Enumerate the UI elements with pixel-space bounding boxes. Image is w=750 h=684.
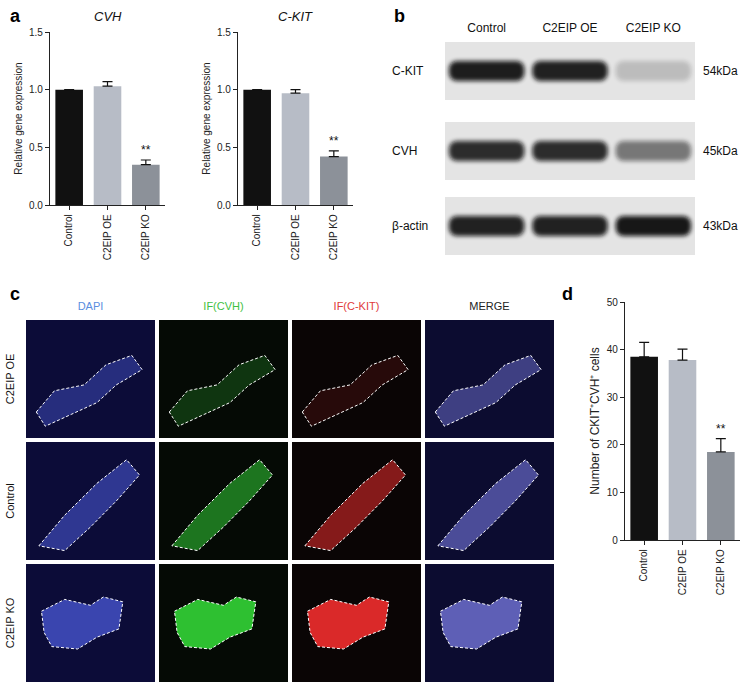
- svg-text:Relative gene expression: Relative gene expression: [201, 62, 212, 174]
- svg-text:0.5: 0.5: [217, 142, 231, 153]
- svg-text:CVH: CVH: [392, 144, 417, 158]
- svg-text:0.5: 0.5: [29, 142, 43, 153]
- svg-text:c: c: [10, 284, 20, 304]
- svg-text:C-KIT: C-KIT: [278, 9, 313, 24]
- svg-text:C2EIP OE: C2EIP OE: [102, 214, 113, 260]
- svg-text:10: 10: [607, 487, 619, 498]
- svg-text:MERGE: MERGE: [469, 300, 509, 312]
- svg-text:Control: Control: [4, 483, 16, 518]
- svg-text:1.0: 1.0: [217, 84, 231, 95]
- svg-text:Number of CKIT⁺CVH⁺ cells: Number of CKIT⁺CVH⁺ cells: [588, 347, 602, 494]
- svg-text:a: a: [10, 6, 21, 26]
- svg-text:50: 50: [607, 297, 619, 308]
- svg-text:C2EIP OE: C2EIP OE: [290, 214, 301, 260]
- svg-text:0: 0: [612, 535, 618, 546]
- svg-text:Control: Control: [638, 549, 649, 581]
- svg-text:45kDa: 45kDa: [703, 144, 738, 158]
- svg-text:β-actin: β-actin: [392, 219, 428, 233]
- svg-text:Control: Control: [467, 21, 506, 35]
- svg-text:DAPI: DAPI: [78, 300, 104, 312]
- svg-text:C2EIP OE: C2EIP OE: [677, 549, 688, 595]
- svg-text:b: b: [394, 6, 405, 26]
- svg-text:Control: Control: [251, 214, 262, 246]
- svg-text:C2EIP KO: C2EIP KO: [715, 549, 726, 595]
- svg-text:40: 40: [607, 344, 619, 355]
- svg-text:IF(CVH): IF(CVH): [203, 300, 243, 312]
- svg-text:**: **: [329, 134, 339, 148]
- svg-text:1.0: 1.0: [29, 84, 43, 95]
- svg-text:Control: Control: [63, 214, 74, 246]
- svg-text:C2EIP KO: C2EIP KO: [140, 214, 151, 260]
- svg-text:Relative gene expression: Relative gene expression: [13, 62, 24, 174]
- svg-text:C2EIP OE: C2EIP OE: [542, 21, 597, 35]
- svg-text:C2EIP KO: C2EIP KO: [328, 214, 339, 260]
- svg-text:1.5: 1.5: [29, 27, 43, 38]
- svg-text:0.0: 0.0: [217, 200, 231, 211]
- svg-text:CVH: CVH: [94, 9, 122, 24]
- svg-text:**: **: [141, 143, 151, 157]
- svg-text:C2EIP KO: C2EIP KO: [626, 21, 681, 35]
- svg-text:20: 20: [607, 439, 619, 450]
- svg-text:C-KIT: C-KIT: [392, 64, 424, 78]
- svg-text:C2EIP OE: C2EIP OE: [4, 354, 16, 405]
- svg-text:IF(C-KIT): IF(C-KIT): [334, 300, 380, 312]
- svg-text:54kDa: 54kDa: [703, 64, 738, 78]
- svg-text:d: d: [562, 284, 573, 304]
- svg-text:**: **: [716, 422, 726, 436]
- svg-text:43kDa: 43kDa: [703, 219, 738, 233]
- svg-text:1.5: 1.5: [217, 27, 231, 38]
- svg-text:0.0: 0.0: [29, 200, 43, 211]
- svg-text:C2EIP KO: C2EIP KO: [4, 597, 16, 648]
- svg-text:30: 30: [607, 392, 619, 403]
